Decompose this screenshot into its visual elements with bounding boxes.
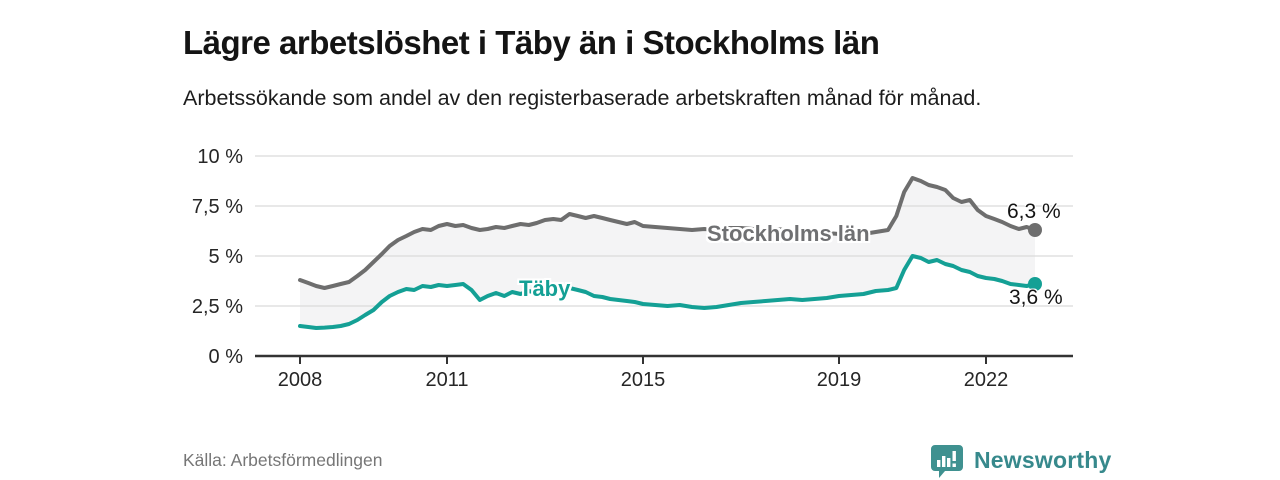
y-axis-tick-label: 7,5 % (192, 196, 243, 218)
series-line-Stockholms län (298, 176, 1037, 290)
y-axis-tick-label: 5 % (209, 246, 244, 268)
end-value-label-taby: 3,6 % (1009, 286, 1063, 309)
bar-chart-speech-bubble-icon (931, 445, 963, 478)
chart-subtitle: Arbetssökande som andel av den registerb… (183, 85, 982, 110)
y-axis-tick-label: 0 % (209, 346, 244, 368)
series-end-dot-Stockholms län (1028, 223, 1042, 237)
series-label-taby: Täby (519, 276, 571, 301)
x-axis-tick-label: 2022 (964, 369, 1009, 391)
x-axis-tick-label: 2011 (425, 369, 468, 391)
page-title: Lägre arbetslöshet i Täby än i Stockholm… (183, 24, 880, 62)
x-axis-tick-label: 2015 (621, 369, 666, 391)
series-end-dot-Täby (1028, 277, 1042, 291)
series-label-stockholms-lan: Stockholms län (707, 221, 870, 246)
y-axis-tick-label: 10 % (197, 146, 243, 168)
x-axis-tick-label: 2019 (817, 369, 862, 391)
x-axis-tick-label: 2008 (278, 369, 323, 391)
band-fill-between-series (300, 178, 1035, 328)
series-line-Täby (298, 254, 1037, 330)
y-axis-tick-label: 2,5 % (192, 296, 243, 318)
end-value-label-stockholms-lan: 6,3 % (1007, 200, 1061, 223)
brand-name: Newsworthy (974, 447, 1112, 473)
brand-logo[interactable]: Newsworthy (929, 443, 1111, 478)
source-attribution: Källa: Arbetsförmedlingen (183, 450, 383, 470)
